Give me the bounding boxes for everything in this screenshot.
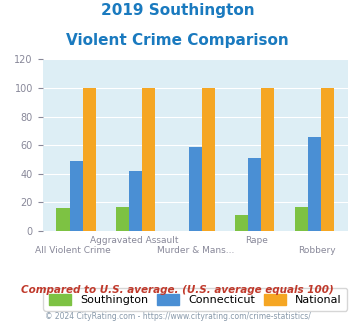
Bar [142,88,155,231]
Bar [321,88,334,231]
Legend: Southington, Connecticut, National: Southington, Connecticut, National [43,288,347,311]
Text: Murder & Mans...: Murder & Mans... [157,246,234,255]
Text: Violent Crime Comparison: Violent Crime Comparison [66,33,289,48]
Text: Compared to U.S. average. (U.S. average equals 100): Compared to U.S. average. (U.S. average … [21,285,334,295]
Text: Rape: Rape [245,236,268,245]
Bar [70,161,83,231]
Bar [129,171,142,231]
Bar [248,158,261,231]
Bar [308,137,321,231]
Text: © 2024 CityRating.com - https://www.cityrating.com/crime-statistics/: © 2024 CityRating.com - https://www.city… [45,312,310,321]
Text: Robbery: Robbery [299,246,336,255]
Bar [261,88,274,231]
Bar [295,207,308,231]
Bar [83,88,96,231]
Bar [56,208,70,231]
Bar [235,215,248,231]
Bar [202,88,215,231]
Text: 2019 Southington: 2019 Southington [101,3,254,18]
Bar [189,147,202,231]
Bar [116,207,129,231]
Text: All Violent Crime: All Violent Crime [35,246,111,255]
Text: Aggravated Assault: Aggravated Assault [90,236,179,245]
